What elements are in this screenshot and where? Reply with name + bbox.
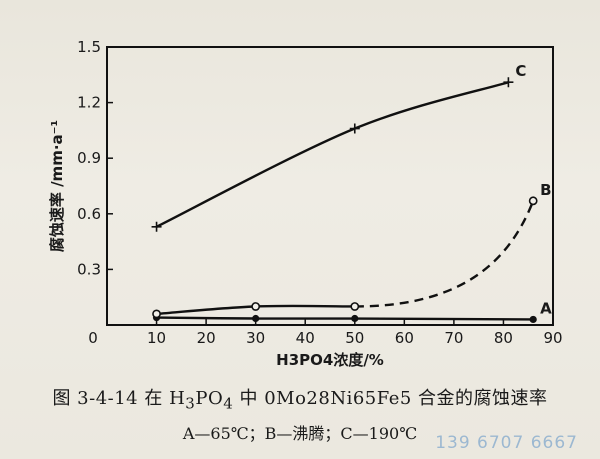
- data-point-A: [529, 315, 537, 324]
- y-tick-label: 0.3: [77, 260, 101, 278]
- series-label-B: B: [540, 181, 551, 199]
- y-tick-label: 0.6: [77, 205, 101, 223]
- x-tick-label: 30: [246, 329, 265, 347]
- series-dashed-line-B: [354, 200, 535, 308]
- data-point-C: [503, 77, 514, 88]
- x-tick-label: 70: [444, 329, 463, 347]
- y-tick-label: 1.5: [77, 38, 101, 56]
- data-point-B: [350, 302, 360, 311]
- data-point-C: [349, 123, 360, 134]
- series-line-C: [156, 81, 509, 228]
- series-B: B: [152, 181, 552, 319]
- caption-suffix: 中 0Mo28Ni65Fe5 合金的腐蚀速率: [233, 388, 548, 409]
- x-axis-title: H3PO4浓度/%: [276, 351, 384, 369]
- chart: 0 10 20 30 40 50 60 70 80 90 0.3 0.6 0.9 1.2 1.5 A B C H…: [48, 38, 563, 369]
- series-A: A: [152, 299, 552, 324]
- data-point-B: [528, 196, 538, 206]
- chart-axes: [106, 46, 554, 326]
- x-tick-label: 50: [345, 329, 364, 347]
- condition-legend: A—65℃；B—沸腾；C—190℃: [182, 424, 418, 443]
- watermark: 139 6707 6667: [435, 433, 578, 453]
- data-point-B: [251, 302, 261, 311]
- data-point-A: [351, 314, 359, 323]
- series-line-A: [156, 316, 534, 321]
- y-axis-title: 腐蚀速率 /mm·a⁻¹: [48, 120, 66, 252]
- x-tick-label: 90: [543, 329, 562, 347]
- y-tick-label: 1.2: [77, 94, 101, 112]
- x-tick-label: 40: [296, 329, 315, 347]
- series-label-A: A: [540, 299, 552, 317]
- chart-axis-titles: H3PO4浓度/% 腐蚀速率 /mm·a⁻¹: [48, 120, 384, 369]
- data-point-C: [151, 221, 162, 232]
- x-tick-label: 80: [494, 329, 513, 347]
- x-tick-label: 0: [88, 329, 98, 347]
- caption-sub-2: 4: [223, 394, 234, 413]
- x-tick-label: 20: [197, 329, 216, 347]
- y-tick-label: 0.9: [77, 149, 101, 167]
- chart-ticks: 0 10 20 30 40 50 60 70 80 90 0.3 0.6 0.9 1.2 1.5: [77, 38, 562, 347]
- plot-frame: [106, 46, 554, 326]
- chart-series: A B C: [151, 62, 552, 324]
- caption-mid: PO: [195, 388, 224, 409]
- x-tick-label: 60: [395, 329, 414, 347]
- figure-caption: 图 3-4-14 在 H3PO4 中 0Mo28Ni65Fe5 合金的腐蚀速率: [0, 384, 600, 413]
- caption-sub-1: 3: [185, 394, 196, 413]
- series-label-C: C: [515, 62, 526, 80]
- data-point-A: [252, 314, 260, 323]
- x-tick-label: 10: [147, 329, 166, 347]
- series-C: C: [151, 62, 526, 232]
- data-point-B: [152, 309, 161, 319]
- caption-prefix: 图 3-4-14 在 H: [52, 388, 186, 409]
